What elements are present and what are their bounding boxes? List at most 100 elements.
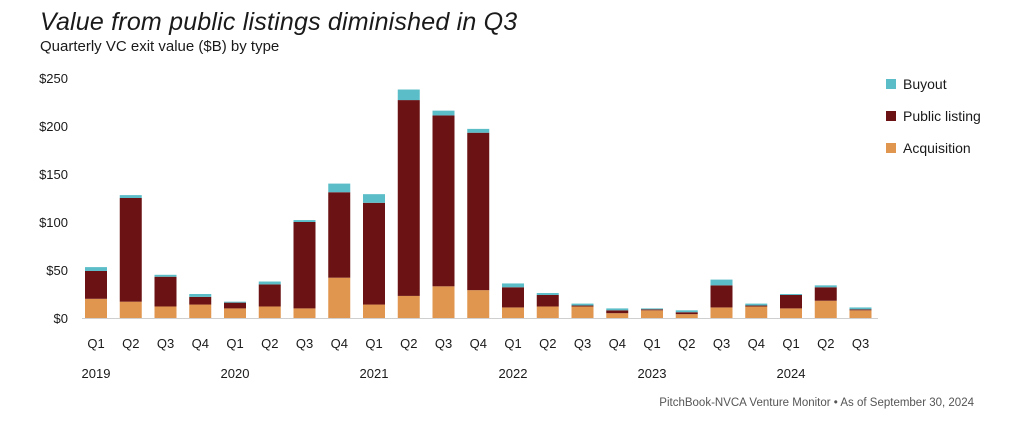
x-tick-label: Q3 (574, 336, 591, 351)
x-tick-label: Q3 (157, 336, 174, 351)
x-tick-label: Q2 (539, 336, 556, 351)
bar-segment-public-listing (571, 305, 594, 307)
bar-segment-acquisition (189, 304, 212, 318)
bar-segment-acquisition (710, 307, 733, 318)
bar-segment-buyout (189, 294, 212, 297)
bar-segment-public-listing (224, 302, 246, 309)
bar-segment-public-listing (154, 276, 177, 307)
bar-segment-acquisition (536, 306, 559, 318)
y-tick-label: $150 (39, 167, 68, 182)
bar-segment-acquisition (641, 310, 663, 318)
year-label: 2022 (499, 366, 528, 381)
year-label: 2021 (360, 366, 389, 381)
x-tick-label: Q4 (470, 336, 487, 351)
y-tick-label: $200 (39, 119, 68, 134)
bar-segment-buyout (536, 293, 559, 295)
bar-segment-buyout (119, 195, 142, 198)
bar-segment-buyout (328, 183, 351, 193)
bar-segment-acquisition (502, 307, 524, 318)
x-tick-label: Q1 (226, 336, 243, 351)
bar-segment-buyout (745, 303, 768, 306)
bar-segment-acquisition (154, 306, 177, 318)
bar-segment-acquisition (224, 308, 246, 318)
bar-segment-buyout (606, 308, 629, 311)
x-tick-label: Q2 (400, 336, 417, 351)
bar-segment-buyout (849, 307, 872, 310)
x-tick-label: Q3 (435, 336, 452, 351)
legend-swatch-acquisition (886, 143, 896, 153)
legend-swatch-public-listing (886, 111, 896, 121)
bar-segment-public-listing (745, 305, 768, 307)
chart-subtitle: Quarterly VC exit value ($B) by type (40, 38, 280, 55)
bar-segment-public-listing (293, 222, 316, 309)
bar-segment-public-listing (710, 285, 733, 308)
x-tick-label: Q3 (296, 336, 313, 351)
x-tick-label: Q1 (504, 336, 521, 351)
bar-segment-public-listing (606, 310, 629, 314)
bar-segment-public-listing (397, 100, 420, 296)
legend-item-acquisition: Acquisition (886, 132, 981, 164)
bar-segment-public-listing (502, 287, 524, 308)
bar-segment-acquisition (849, 310, 872, 318)
bar-segment-buyout (432, 110, 455, 116)
bar-segment-public-listing (258, 284, 281, 307)
bar-segment-acquisition (467, 290, 490, 318)
chart-title: Value from public listings diminished in… (40, 8, 518, 36)
bar-segment-buyout (363, 194, 385, 203)
bar-segment-buyout (571, 303, 594, 306)
y-tick-label: $50 (46, 263, 68, 278)
legend-swatch-buyout (886, 79, 896, 89)
bar-segment-public-listing (849, 309, 872, 311)
x-tick-label: Q4 (192, 336, 209, 351)
y-tick-label: $250 (39, 71, 68, 86)
x-tick-label: Q2 (817, 336, 834, 351)
bar-segment-buyout (641, 308, 663, 310)
bar-segment-acquisition (745, 306, 768, 318)
bar-segment-buyout (814, 285, 837, 288)
year-label: 2019 (82, 366, 111, 381)
legend-item-public-listing: Public listing (886, 100, 981, 132)
bar-segment-buyout (258, 281, 281, 285)
y-tick-label: $0 (54, 311, 68, 326)
bar-segment-buyout (780, 294, 802, 295)
bar-segment-acquisition (328, 277, 351, 318)
bar-segment-acquisition (571, 306, 594, 318)
bar-segment-acquisition (293, 308, 316, 318)
x-tick-label: Q1 (782, 336, 799, 351)
x-tick-label: Q1 (643, 336, 660, 351)
bar-segment-public-listing (432, 115, 455, 287)
year-label: 2024 (777, 366, 806, 381)
bar-segment-public-listing (536, 294, 559, 307)
bar-segment-buyout (154, 274, 177, 277)
bar-segment-buyout (467, 128, 490, 133)
x-tick-label: Q3 (852, 336, 869, 351)
bar-segment-acquisition (363, 304, 385, 318)
bar-segment-public-listing (675, 312, 698, 315)
bar-segment-acquisition (85, 298, 107, 318)
legend-label-acquisition: Acquisition (903, 140, 971, 156)
bar-segment-public-listing (85, 270, 107, 299)
bar-segment-public-listing (119, 198, 142, 302)
bar-segment-acquisition (675, 314, 698, 318)
x-tick-label: Q4 (748, 336, 765, 351)
bar-segment-public-listing (328, 192, 351, 278)
bar-segment-acquisition (432, 286, 455, 318)
source-note: PitchBook-NVCA Venture Monitor • As of S… (659, 397, 974, 409)
legend: Buyout Public listing Acquisition (886, 68, 981, 164)
x-tick-label: Q4 (609, 336, 626, 351)
bar-segment-acquisition (606, 313, 629, 318)
x-tick-label: Q4 (331, 336, 348, 351)
bar-segment-public-listing (363, 202, 385, 305)
bar-segment-acquisition (397, 295, 420, 318)
bar-segment-buyout (502, 283, 524, 288)
x-tick-label: Q2 (261, 336, 278, 351)
bar-segment-buyout (397, 89, 420, 101)
y-tick-label: $100 (39, 215, 68, 230)
bar-segment-public-listing (814, 287, 837, 301)
bar-segment-public-listing (641, 309, 663, 311)
x-tick-label: Q3 (713, 336, 730, 351)
bar-segment-acquisition (780, 308, 802, 318)
x-tick-label: Q2 (678, 336, 695, 351)
legend-label-public-listing: Public listing (903, 108, 981, 124)
